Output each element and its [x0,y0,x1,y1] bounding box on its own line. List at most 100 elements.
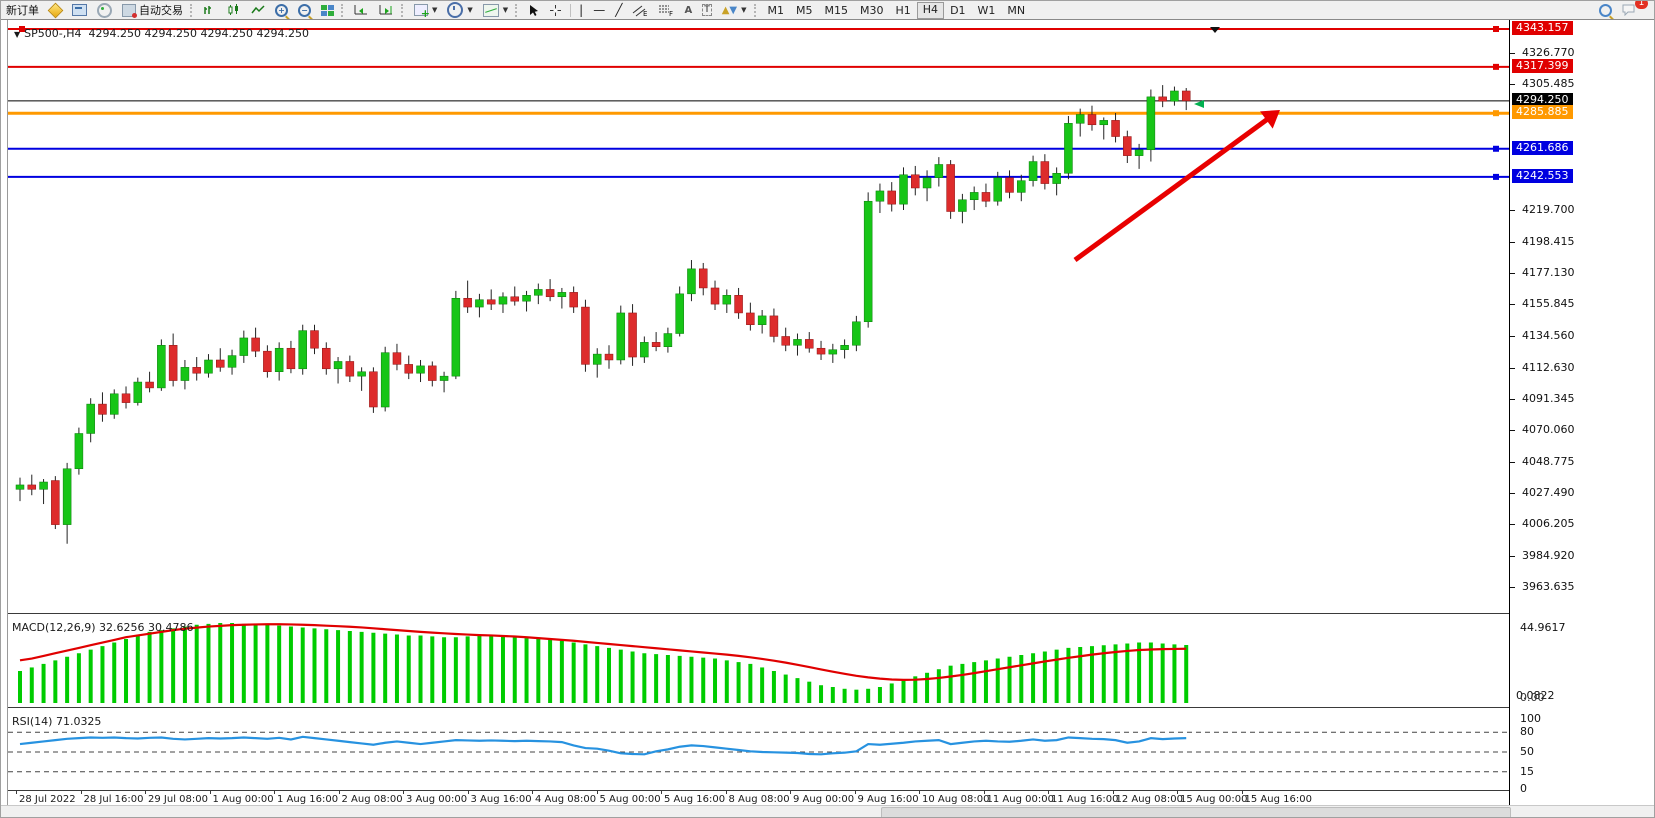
toolbar-separator [570,3,572,17]
chevron-down-icon: ▼ [467,6,473,14]
time-axis[interactable]: 28 Jul 2022 28 Jul 16:00 29 Jul 08:00 1 Aug… [8,790,1510,807]
timeframe-button-D1[interactable]: D1 [950,3,966,17]
timeframe-button-M15[interactable]: M15 [824,3,849,17]
time-tick-mark [983,791,985,794]
new-chart-icon [414,4,430,20]
timeframe-button-M30[interactable]: M30 [860,3,884,17]
time-tick-mark [790,791,791,794]
time-tick-mark [338,791,340,794]
candlestick-chart-button[interactable] [222,2,246,18]
price-chart-panel[interactable] [8,24,1510,613]
timeframe-toolbar: M1 M5 M15 M30 H1 H4 D1 W1 MN [762,1,1032,19]
rsi-axis: 100 80 50 15 0 [1510,712,1654,795]
signals-button[interactable] [92,2,117,18]
trendline-tool[interactable]: ╱ [610,2,627,18]
zoom-in-button[interactable]: + [270,2,293,18]
trendline-icon: ╱ [615,3,623,17]
price-tick-label: 3984.920 [1522,548,1575,562]
time-tick-label: 2 Aug 08:00 [341,794,403,805]
horizontal-line-tool[interactable]: — [588,2,610,18]
toolbar-grip [341,3,347,17]
periods-button[interactable]: ▼ [442,2,477,18]
algo-trading-button[interactable]: 自动交易 [117,2,188,18]
time-tick-mark [1112,791,1114,794]
vertical-line-tool[interactable]: | [574,2,588,18]
arrows-tool[interactable]: ▲▼ ▼ [717,2,752,18]
cursor-tool-button[interactable] [523,2,544,18]
line-chart-button[interactable] [246,2,270,18]
price-tick-label: 4070.060 [1522,423,1575,437]
macd-scale-min: 0.0822 [1516,689,1555,702]
chart-shift-button[interactable] [374,2,399,18]
indicators-icon [482,3,499,17]
time-tick-mark [854,791,856,794]
price-axis-column[interactable]: 4326.770 4305.485 4219.700 4198.415 4177.130… [1509,20,1654,806]
price-tick-mark [1510,430,1515,432]
time-tick-mark [1241,791,1243,794]
text-label-tool[interactable]: T [697,2,717,18]
timeframe-button-MN[interactable]: MN [1007,3,1026,17]
time-tick-label: 15 Aug 16:00 [1244,794,1312,805]
scrollbar-thumb[interactable] [881,807,1511,817]
price-line-badge: 4317.399 [1512,58,1573,73]
rsi-scale-label: 50 [1520,745,1534,758]
fibonacci-tool[interactable]: F [653,2,679,18]
time-tick-label: 3 Aug 00:00 [406,794,468,805]
bar-chart-button[interactable] [198,2,222,18]
time-tick-mark [725,791,727,794]
notifications-button[interactable]: 1 [1617,1,1648,18]
time-tick-mark [403,791,404,794]
price-tick-mark [1510,493,1515,495]
rsi-panel[interactable]: RSI(14) 71.0325 [8,713,1510,790]
price-tick-mark [1510,304,1515,306]
text-tool[interactable]: A [679,2,697,18]
indicators-button[interactable]: ▼ [478,2,513,18]
time-tick-label: 3 Aug 16:00 [470,794,532,805]
time-tick-mark [532,791,533,794]
search-icon [1599,3,1612,17]
horizontal-scrollbar[interactable] [1,805,1654,817]
search-button[interactable] [1594,2,1617,18]
toolbox-button[interactable] [67,2,92,18]
time-tick-mark [467,791,469,794]
price-tick-mark [1510,461,1515,463]
time-tick-label: 4 Aug 08:00 [535,794,597,805]
market-watch-button[interactable] [44,2,67,18]
new-order-button[interactable]: 新订单 [1,2,44,18]
time-tick-label: 1 Aug 00:00 [212,794,274,805]
time-tick-label: 12 Aug 08:00 [1115,794,1183,805]
zoom-out-button[interactable]: − [293,2,316,18]
timeframe-button-W1[interactable]: W1 [977,3,996,17]
price-line-badge: 4242.553 [1512,168,1573,183]
time-tick-mark [80,791,82,794]
new-chart-button[interactable]: ▼ [409,2,442,20]
time-tick-mark [661,791,662,794]
chevron-down-icon: ▼ [14,30,21,39]
timeframe-button-H4[interactable]: H4 [916,1,945,19]
time-tick-label: 10 Aug 08:00 [922,794,990,805]
clock-icon [447,2,464,18]
price-tick-mark [1510,84,1515,86]
timeframe-button-H1[interactable]: H1 [895,3,911,17]
timeframe-button-M1[interactable]: M1 [767,3,785,17]
time-tick-label: 9 Aug 16:00 [857,794,919,805]
toolbar-grip [515,3,521,17]
diamond-icon [47,2,64,18]
main-toolbar: 新订单 自动交易 + − ▼ ▼ ▼ | — ╱ E F A T ▲▼▼ M1M… [1,1,1654,20]
time-tick-mark [1177,791,1178,794]
price-tick-mark [1510,586,1515,588]
toolbar-grip [401,3,407,17]
time-tick-mark [16,791,17,794]
crosshair-tool-button[interactable] [544,2,567,18]
timeframe-button-M5[interactable]: M5 [796,3,813,17]
time-tick-label: 5 Aug 00:00 [599,794,661,805]
svg-text:F: F [669,10,673,17]
time-tick-mark [274,791,275,794]
tile-windows-button[interactable] [316,2,339,18]
auto-scroll-button[interactable] [349,2,374,18]
equidistant-channel-tool[interactable]: E [627,2,653,18]
chevron-down-icon: ▼ [432,6,438,14]
macd-panel[interactable]: MACD(12,26,9) 32.6256 30.4786 [8,619,1510,707]
rsi-label: RSI(14) 71.0325 [12,715,102,728]
